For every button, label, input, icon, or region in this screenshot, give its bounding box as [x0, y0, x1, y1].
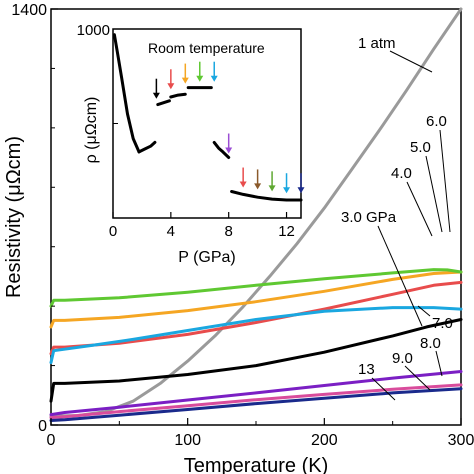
pressure-arrow-2 — [167, 69, 175, 90]
series-line-7-0 — [49, 306, 463, 365]
y-tick-label-0: 0 — [38, 418, 47, 435]
leader-5 — [425, 155, 443, 233]
inset-title: Room temperature — [148, 40, 265, 56]
series-label-4: 4.0 — [391, 165, 412, 182]
series-line-5-0 — [49, 270, 463, 329]
inset-x-axis-title: P (GPa) — [178, 249, 236, 266]
series-line-8-0 — [49, 370, 463, 417]
inset-segment-7 — [230, 190, 303, 202]
series-line-3-0-gpa — [49, 318, 463, 403]
main-series-group — [49, 7, 463, 422]
inset-segment-1 — [112, 33, 141, 154]
inset-y-axis-title: ρ (μΩcm) — [83, 97, 100, 164]
inset-arrows-group — [152, 61, 305, 194]
leader-9 — [404, 365, 431, 391]
leader-8 — [435, 350, 443, 377]
series-line-9-0 — [49, 383, 463, 420]
inset-segment-4 — [169, 92, 187, 99]
pressure-arrow-1 — [152, 78, 160, 99]
pressure-arrow-10 — [283, 173, 291, 194]
pressure-arrow-8 — [254, 169, 262, 190]
series-label-9: 9.0 — [392, 350, 413, 367]
inset-x-tick-label-0: 0 — [109, 223, 117, 240]
series-label-7: 7.0 — [432, 315, 453, 332]
pressure-arrow-3 — [181, 63, 189, 84]
x-axis-title: Temperature (K) — [184, 455, 329, 474]
inset-plot: 0 4 8 12 1000 Room temperature ρ (μΩcm) P (G… — [77, 22, 305, 266]
leader-3 — [377, 225, 423, 327]
leader-4 — [406, 181, 433, 237]
inset-x-tick-label-8: 8 — [225, 223, 233, 240]
leader-6 — [439, 129, 451, 233]
pressure-arrow-5 — [210, 61, 218, 82]
leader-13 — [371, 377, 396, 401]
series-label-5: 5.0 — [410, 139, 431, 156]
inset-series-group — [112, 33, 303, 202]
inset-ticks-group: 0 4 8 12 1000 — [77, 22, 295, 240]
inset-segment-6 — [212, 140, 231, 159]
y-axis-title: Resistivity (μΩcm) — [3, 136, 25, 298]
x-tick-label-200: 200 — [311, 432, 338, 449]
pressure-arrow-11 — [297, 173, 305, 194]
inset-segment-2 — [137, 140, 157, 154]
main-plot: 0 100 200 300 0 1400 Resistivity (μΩcm) Tempe… — [3, 2, 474, 474]
series-line-4-0 — [49, 280, 463, 356]
series-label-8: 8.0 — [420, 335, 441, 352]
leader-7 — [417, 305, 431, 317]
y-tick-label-1400: 1400 — [11, 2, 47, 19]
main-ticks-group: 0 100 200 300 0 1400 — [11, 2, 474, 449]
series-label-13: 13 — [358, 361, 375, 378]
pressure-arrow-9 — [268, 171, 276, 192]
inset-y-tick-label-1000: 1000 — [77, 22, 110, 39]
leader-1atm — [389, 50, 433, 73]
inset-x-tick-label-12: 12 — [278, 223, 295, 240]
x-tick-label-0: 0 — [47, 432, 56, 449]
series-line-6-0 — [49, 268, 463, 308]
pressure-arrow-4 — [196, 61, 204, 82]
series-label-3: 3.0 GPa — [341, 209, 397, 226]
series-label-1atm: 1 atm — [358, 35, 396, 52]
series-label-6: 6.0 — [426, 113, 447, 130]
pressure-arrow-7 — [239, 167, 247, 188]
series-line-13 — [49, 387, 463, 422]
x-tick-label-300: 300 — [448, 432, 474, 449]
inset-x-tick-label-4: 4 — [167, 223, 175, 240]
inset-segment-3 — [156, 99, 171, 107]
pressure-arrow-6 — [225, 133, 233, 154]
x-tick-label-100: 100 — [174, 432, 201, 449]
